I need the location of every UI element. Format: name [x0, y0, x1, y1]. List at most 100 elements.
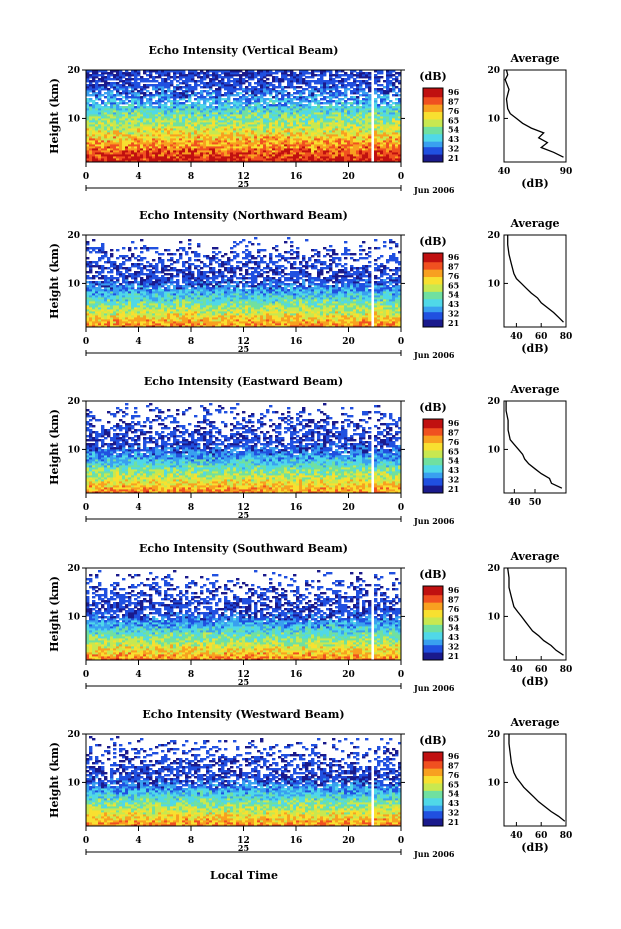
heatmap-cell — [98, 106, 102, 109]
heatmap-cell — [329, 138, 333, 141]
heatmap-cell — [353, 158, 357, 161]
heatmap-cell — [236, 92, 240, 95]
heatmap-cell — [95, 106, 99, 109]
heatmap-cell — [119, 116, 123, 119]
heatmap-cell — [206, 138, 210, 141]
heatmap-cell — [353, 120, 357, 123]
heatmap-cell — [122, 130, 126, 133]
heatmap-cell — [245, 150, 249, 153]
heatmap-cell — [164, 140, 168, 143]
heatmap-cell — [308, 90, 312, 93]
heatmap-cell — [266, 126, 270, 129]
heatmap-cell — [152, 132, 156, 135]
heatmap-cell — [392, 130, 396, 133]
heatmap-cell — [335, 146, 339, 149]
heatmap-cell — [86, 116, 90, 119]
heatmap-cell — [239, 104, 243, 107]
heatmap-cell — [275, 152, 279, 155]
heatmap-cell — [248, 142, 252, 145]
heatmap-cell — [221, 102, 225, 105]
heatmap-cell — [161, 128, 165, 131]
heatmap-cell — [182, 126, 186, 129]
heatmap-cell — [290, 112, 294, 115]
heatmap-cell — [374, 140, 378, 143]
heatmap-cell — [215, 118, 219, 121]
heatmap-cell — [200, 108, 204, 111]
heatmap-cell — [257, 78, 261, 81]
heatmap-cell — [272, 110, 276, 113]
heatmap-cell — [290, 106, 294, 109]
heatmap-cell — [182, 160, 186, 163]
heatmap-cell — [380, 150, 384, 153]
heatmap-cell — [152, 140, 156, 143]
heatmap-cell — [263, 150, 267, 153]
heatmap-cell — [242, 158, 246, 161]
heatmap-cell — [323, 160, 327, 163]
heatmap-cell — [311, 80, 315, 83]
heatmap-cell — [185, 100, 189, 103]
heatmap-cell — [206, 146, 210, 149]
heatmap-cell — [251, 150, 255, 153]
heatmap-cell — [239, 106, 243, 109]
heatmap-cell — [116, 124, 120, 127]
heatmap-cell — [377, 130, 381, 133]
heatmap-cell — [230, 156, 234, 159]
heatmap-cell — [398, 124, 402, 127]
heatmap-cell — [242, 120, 246, 123]
heatmap-cell — [305, 140, 309, 143]
heatmap-cell — [224, 112, 228, 115]
heatmap-cell — [314, 118, 318, 121]
heatmap-cell — [104, 154, 108, 157]
heatmap-cell — [107, 110, 111, 113]
heatmap-cell — [287, 158, 291, 161]
heatmap-cell — [359, 154, 363, 157]
heatmap-cell — [299, 136, 303, 139]
heatmap-cell — [356, 132, 360, 135]
heatmap-cell — [143, 124, 147, 127]
heatmap-cell — [284, 136, 288, 139]
heatmap-cell — [149, 98, 153, 101]
heatmap-cell — [149, 116, 153, 119]
heatmap-cell — [89, 112, 93, 115]
heatmap-cell — [113, 130, 117, 133]
heatmap-cell — [110, 94, 114, 97]
heatmap-cell — [329, 136, 333, 139]
heatmap-cell — [98, 136, 102, 139]
heatmap-cell — [92, 120, 96, 123]
heatmap-cell — [338, 120, 342, 123]
heatmap-cell — [296, 160, 300, 163]
heatmap-cell — [275, 122, 279, 125]
heatmap-cell — [281, 118, 285, 121]
heatmap-cell — [197, 150, 201, 153]
heatmap-cell — [233, 160, 237, 163]
heatmap-cell — [107, 128, 111, 131]
heatmap-cell — [281, 126, 285, 129]
heatmap-cell — [332, 92, 336, 95]
heatmap-cell — [155, 148, 159, 151]
heatmap-cell — [212, 120, 216, 123]
heatmap-cell — [188, 146, 192, 149]
heatmap-cell — [203, 136, 207, 139]
heatmap-cell — [128, 152, 132, 155]
heatmap-cell — [344, 152, 348, 155]
heatmap-cell — [86, 144, 90, 147]
heatmap-cell — [95, 134, 99, 137]
heatmap-cell — [152, 112, 156, 115]
heatmap-cell — [170, 114, 174, 117]
heatmap-cell — [107, 146, 111, 149]
heatmap-cell — [287, 124, 291, 127]
heatmap-cell — [263, 102, 267, 105]
heatmap-cell — [146, 90, 150, 93]
heatmap-cell — [239, 92, 243, 95]
heatmap-cell — [185, 134, 189, 137]
heatmap-cell — [200, 136, 204, 139]
heatmap-cell — [143, 120, 147, 123]
heatmap-cell — [113, 128, 117, 131]
heatmap-cell — [278, 114, 282, 117]
heatmap-cell — [209, 150, 213, 153]
heatmap-cell — [245, 128, 249, 131]
heatmap-cell — [347, 128, 351, 131]
heatmap-cell — [206, 160, 210, 163]
heatmap-cell — [365, 110, 369, 113]
heatmap-cell — [104, 116, 108, 119]
